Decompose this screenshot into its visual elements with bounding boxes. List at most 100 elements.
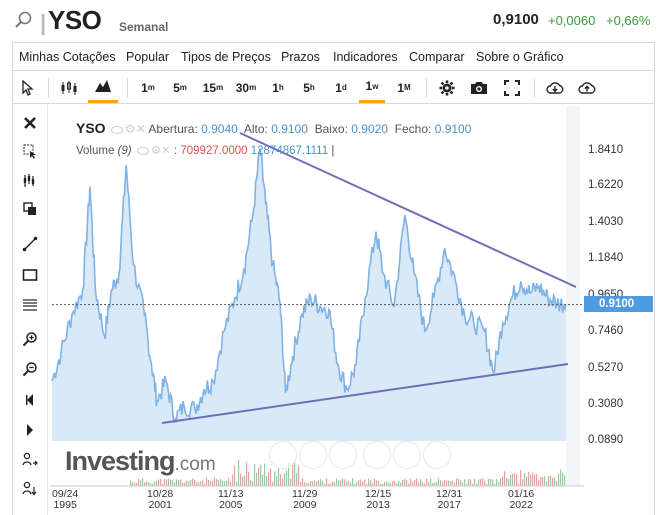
volume-bar — [366, 483, 368, 486]
close-icon[interactable] — [18, 111, 42, 135]
volume-bar — [424, 483, 426, 486]
volume-bar — [254, 464, 256, 486]
menu-price-types[interactable]: Tipos de Preços — [181, 50, 271, 64]
resistance-trendline[interactable] — [239, 132, 577, 288]
volume-bar — [258, 467, 260, 486]
x-tick-label: 09/24 1995 — [52, 488, 79, 511]
eye-icon[interactable] — [110, 125, 123, 134]
pointer-icon[interactable] — [18, 477, 42, 501]
volume-bar — [374, 478, 376, 486]
volume-bar — [418, 482, 420, 486]
volume-bar — [396, 483, 398, 486]
toolbar-divider — [48, 78, 49, 98]
volume-bar — [160, 478, 162, 486]
volume-bar — [562, 472, 564, 486]
volume-bar — [340, 480, 342, 486]
nav-button[interactable] — [393, 441, 421, 469]
fullscreen-icon[interactable] — [500, 72, 524, 103]
timeframe-30m[interactable]: 30 m — [235, 80, 257, 95]
volume-bar — [552, 477, 554, 486]
crosshair-icon[interactable] — [18, 139, 42, 163]
menu-compare[interactable]: Comparar — [409, 50, 465, 64]
zoom-in-icon[interactable] — [18, 327, 42, 351]
rectangle-icon[interactable] — [18, 263, 42, 287]
low-value: 0.9020 — [351, 122, 388, 136]
candles-icon[interactable] — [57, 72, 81, 103]
nav-button[interactable] — [269, 441, 297, 469]
support-trendline[interactable] — [161, 363, 569, 424]
camera-icon[interactable] — [467, 72, 491, 103]
volume-bar — [470, 479, 472, 486]
volume-bar — [334, 482, 336, 486]
volume-bar — [440, 480, 442, 486]
ohlc-legend: YSO ⚙✕ Abertura: 0.9040 Alto: 0.9100 Bai… — [76, 120, 471, 136]
volume-bar — [520, 470, 522, 486]
zoom-out-icon[interactable] — [18, 357, 42, 381]
price-change-pct: +0,66% — [606, 13, 651, 28]
settings-faded-icon[interactable]: ⚙ — [150, 145, 162, 157]
volume-bar — [478, 479, 480, 486]
remove-faded-icon[interactable]: ✕ — [135, 122, 146, 136]
scroll-right-icon[interactable] — [18, 418, 42, 442]
volume-bar — [332, 481, 334, 486]
close-label: Fecho: — [394, 122, 432, 136]
volume-param: (9) — [117, 145, 132, 157]
volume-bar — [428, 482, 430, 486]
timeframe-15m[interactable]: 15 m — [202, 80, 224, 95]
volume-bar — [170, 479, 172, 486]
remove-faded-icon[interactable]: ✕ — [161, 145, 171, 157]
nav-button[interactable] — [363, 441, 391, 469]
trendline-icon[interactable] — [18, 232, 42, 256]
volume-bar — [510, 474, 512, 486]
scroll-left-icon[interactable] — [18, 388, 42, 412]
menu-about-chart[interactable]: Sobre o Gráfico — [476, 50, 564, 64]
nav-button[interactable] — [329, 441, 357, 469]
volume-bar — [188, 481, 190, 486]
search-icon[interactable] — [14, 10, 34, 30]
cursor-icon[interactable] — [16, 72, 38, 103]
nav-button[interactable] — [423, 441, 451, 469]
low-label: Baixo: — [314, 122, 348, 136]
text-tool-icon[interactable] — [18, 448, 42, 472]
volume-bar — [480, 478, 482, 486]
logo-suffix: .com — [174, 454, 216, 475]
volume-bar — [228, 478, 230, 486]
volume-bar — [502, 476, 504, 486]
menu-timeframes[interactable]: Prazos — [281, 50, 320, 64]
volume-bar — [156, 480, 158, 486]
nav-button[interactable] — [299, 441, 327, 469]
gear-icon[interactable] — [435, 72, 459, 103]
volume-bar — [292, 462, 294, 486]
volume-bar — [324, 483, 326, 486]
volume-bar — [414, 480, 416, 486]
last-price-tag: 0.9100 — [584, 296, 653, 312]
volume-bar — [238, 459, 240, 486]
copy-icon[interactable] — [18, 197, 42, 221]
magnet-icon[interactable] — [18, 169, 42, 193]
menu-my-quotes[interactable]: Minhas Cotações — [19, 50, 116, 64]
upload-icon[interactable] — [575, 72, 599, 103]
volume-bar — [176, 479, 178, 486]
eye-icon[interactable] — [136, 146, 149, 155]
menu-popular[interactable]: Popular — [126, 50, 170, 64]
download-icon[interactable] — [543, 72, 567, 103]
volume-bar — [260, 464, 262, 486]
menu-indicators[interactable]: Indicadores — [333, 50, 398, 64]
volume-bar — [542, 477, 544, 486]
volume-bar — [224, 481, 226, 486]
volume-bar — [564, 475, 566, 486]
fibonacci-icon[interactable] — [18, 293, 42, 317]
y-tick-label: 0.5270 — [588, 362, 624, 374]
area-chart-icon[interactable] — [88, 72, 118, 103]
y-tick-label: 0.0890 — [588, 434, 624, 446]
volume-bar — [264, 463, 266, 486]
settings-faded-icon[interactable]: ⚙ — [124, 122, 136, 136]
